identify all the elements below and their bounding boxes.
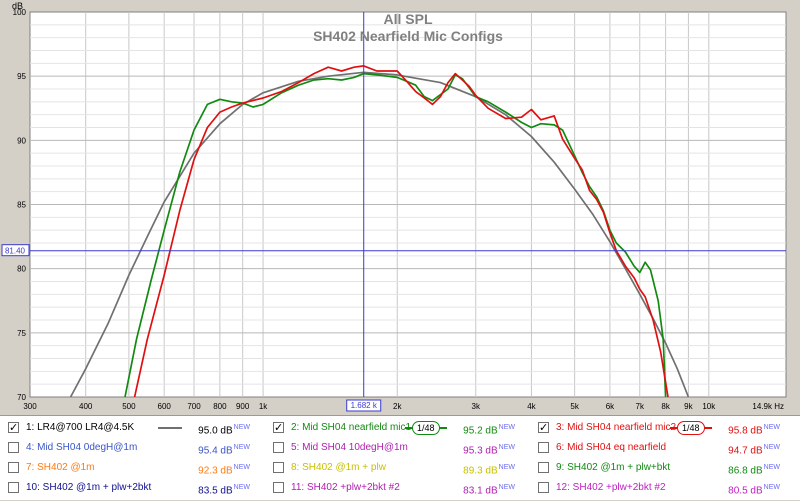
legend-value: 95.3 dBNEW	[463, 444, 515, 457]
legend-value: 83.1 dBNEW	[463, 484, 515, 497]
legend-value: 86.8 dBNEW	[728, 464, 780, 477]
legend-checkbox[interactable]	[8, 462, 19, 473]
legend-label: 9: SH402 @1m + plw+bkt	[556, 462, 671, 473]
x-tick-label: 900	[236, 402, 250, 411]
x-tick-label: 7k	[636, 402, 645, 411]
y-tick-label: 85	[17, 201, 26, 210]
legend-item[interactable]: 7: SH402 @1m 92.3 dBNEW	[8, 458, 263, 478]
chart-subtitle: SH402 Nearfield Mic Configs	[313, 28, 503, 44]
x-tick-label: 600	[158, 402, 172, 411]
grid	[30, 12, 786, 397]
y-tick-label: 95	[17, 72, 26, 81]
legend-value: 80.5 dBNEW	[728, 484, 780, 497]
legend-checkbox[interactable]	[538, 482, 549, 493]
x-tick-label: 800	[213, 402, 227, 411]
series-line-1	[69, 71, 690, 398]
legend-item[interactable]: 11: SH402 +plw+2bkt #2 83.1 dBNEW	[273, 478, 528, 498]
cursor-x-label: 1.682 k	[351, 401, 378, 410]
y-axis-label: dB	[12, 1, 23, 11]
x-tick-label: 4k	[527, 402, 536, 411]
legend-panel: 1: LR4@700 LR4@4.5K 95.0 dBNEW 2: Mid SH04…	[0, 415, 800, 500]
legend-checkbox[interactable]	[538, 442, 549, 453]
legend-label: 5: Mid SH04 10degH@1m	[291, 442, 408, 453]
legend-item[interactable]: 10: SH402 @1m + plw+2bkt 83.5 dBNEW	[8, 478, 263, 498]
x-tick-label: 3k	[472, 402, 481, 411]
legend-checkbox[interactable]	[273, 482, 284, 493]
legend-checkbox[interactable]	[273, 442, 284, 453]
legend-value: 89.3 dBNEW	[463, 464, 515, 477]
legend-item[interactable]: 6: Mid SH04 eq nearfield 94.7 dBNEW	[538, 438, 793, 458]
legend-value: 95.2 dBNEW	[463, 424, 515, 437]
cursor-x-box	[346, 399, 382, 412]
series-group	[69, 65, 690, 398]
legend-label: 2: Mid SH04 nearfield mic1	[291, 422, 412, 433]
spl-chart[interactable]: 300 400 500 600 700 800 900 1k 2k 3k 4k 5k 6k 7k 8k 9k 1…	[0, 0, 800, 415]
legend-label: 4: Mid SH04 0degH@1m	[26, 442, 138, 453]
legend-value: 95.8 dBNEW	[728, 424, 780, 437]
y-tick-label: 100	[13, 8, 27, 17]
x-tick-label: 2k	[393, 402, 402, 411]
legend-checkbox[interactable]	[273, 462, 284, 473]
x-tick-label: 1k	[259, 402, 268, 411]
legend-label: 1: LR4@700 LR4@4.5K	[26, 422, 135, 433]
legend-value: 95.4 dBNEW	[198, 444, 250, 457]
legend-label: 3: Mid SH04 nearfield mic2	[556, 422, 677, 433]
smoothing-badge[interactable]: 1/48	[677, 421, 705, 435]
legend-checkbox[interactable]	[538, 462, 549, 473]
x-tick-label: 8k	[661, 402, 670, 411]
legend-label: 8: SH402 @1m + plw	[291, 462, 386, 473]
axis-ticks: 300 400 500 600 700 800 900 1k 2k 3k 4k 5k 6k 7k 8k 9k 1…	[13, 8, 784, 411]
legend-swatch	[158, 427, 182, 429]
x-tick-label: 400	[79, 402, 93, 411]
legend-checkbox[interactable]	[8, 418, 19, 438]
chart-title: All SPL	[383, 11, 432, 27]
x-tick-label: 700	[187, 402, 201, 411]
cursor-y-box	[1, 244, 30, 257]
legend-label: 10: SH402 @1m + plw+2bkt	[26, 482, 152, 493]
x-tick-label: 300	[23, 402, 37, 411]
cursor-y-label: 81.40	[5, 247, 26, 256]
y-tick-label: 75	[17, 329, 26, 338]
series-line-2	[124, 72, 667, 398]
y-tick-label: 90	[17, 136, 26, 145]
legend-value: 95.0 dBNEW	[198, 424, 250, 437]
legend-checkbox[interactable]	[8, 442, 19, 453]
legend-checkbox[interactable]	[538, 418, 549, 438]
x-tick-label: 14.9k Hz	[752, 402, 784, 411]
legend-label: 12: SH402 +plw+2bkt #2	[556, 482, 666, 493]
legend-item[interactable]: 1: LR4@700 LR4@4.5K 95.0 dBNEW	[8, 418, 263, 438]
x-tick-label: 6k	[606, 402, 615, 411]
series-line-3	[133, 65, 669, 398]
y-tick-label: 80	[17, 265, 26, 274]
legend-item[interactable]: 9: SH402 @1m + plw+bkt 86.8 dBNEW	[538, 458, 793, 478]
x-tick-label: 500	[122, 402, 136, 411]
legend-value: 83.5 dBNEW	[198, 484, 250, 497]
x-tick-label: 10k	[702, 402, 716, 411]
cursor[interactable]: 1.682 k 81.40	[1, 12, 786, 412]
legend-value: 94.7 dBNEW	[728, 444, 780, 457]
legend-item[interactable]: 5: Mid SH04 10degH@1m 95.3 dBNEW	[273, 438, 528, 458]
legend-label: 6: Mid SH04 eq nearfield	[556, 442, 667, 453]
x-tick-label: 9k	[684, 402, 693, 411]
legend-item[interactable]: 4: Mid SH04 0degH@1m 95.4 dBNEW	[8, 438, 263, 458]
legend-label: 11: SH402 +plw+2bkt #2	[291, 482, 400, 493]
legend-item[interactable]: 12: SH402 +plw+2bkt #2 80.5 dBNEW	[538, 478, 793, 498]
legend-value: 92.3 dBNEW	[198, 464, 250, 477]
legend-item[interactable]: 8: SH402 @1m + plw 89.3 dBNEW	[273, 458, 528, 478]
x-tick-label: 5k	[570, 402, 579, 411]
legend-checkbox[interactable]	[273, 418, 284, 438]
legend-label: 7: SH402 @1m	[26, 462, 95, 473]
legend-checkbox[interactable]	[8, 482, 19, 493]
y-tick-label: 70	[17, 393, 26, 402]
smoothing-badge[interactable]: 1/48	[412, 421, 440, 435]
